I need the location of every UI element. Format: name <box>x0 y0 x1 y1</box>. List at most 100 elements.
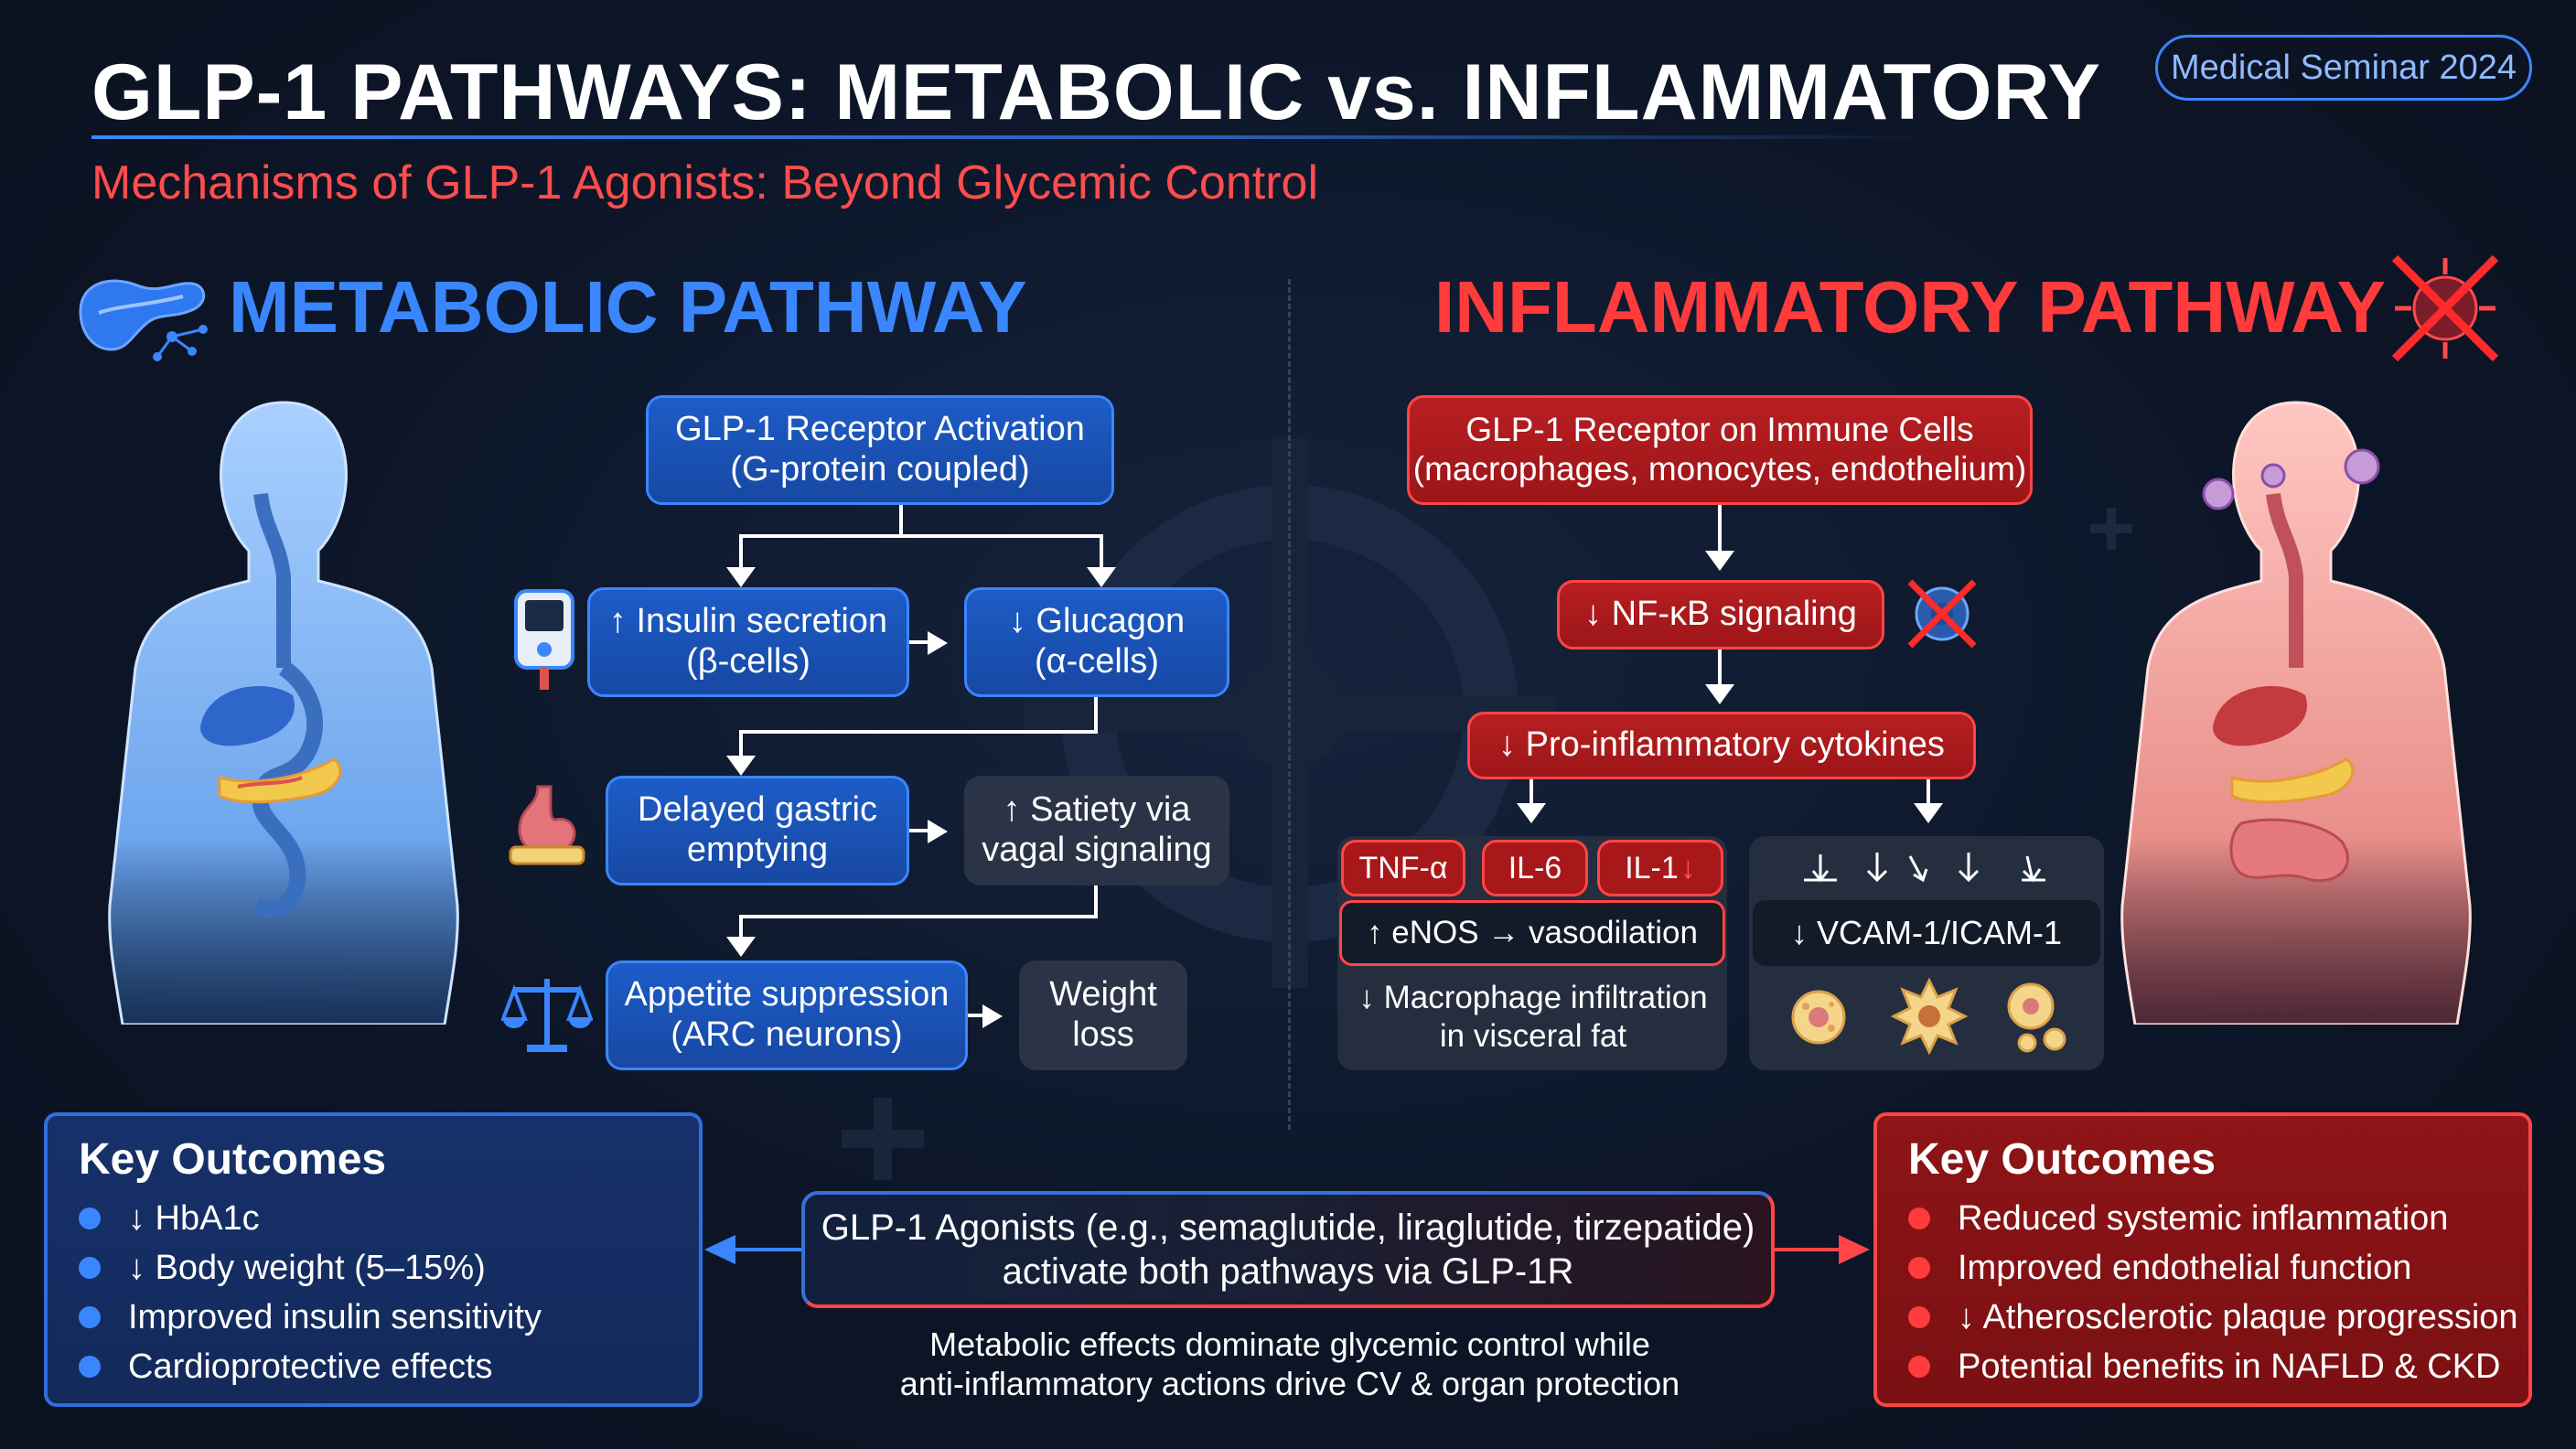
summary-note-line: anti-inflammatory actions drive CV & org… <box>899 1365 1680 1403</box>
connector-line <box>1094 886 1098 918</box>
background-plus-decoration <box>842 1098 924 1180</box>
agonists-text: GLP-1 Agonists (e.g., semaglutide, lirag… <box>821 1208 1755 1248</box>
glucagon-text: ↓ Glucagon <box>1008 602 1186 641</box>
gastric-emptying-subtext: emptying <box>686 831 829 869</box>
connector-line <box>1718 649 1722 688</box>
immune-receptor-subtext: (macrophages, monocytes, endothelium) <box>1412 450 2027 488</box>
glucagon-box: ↓ Glucagon (α-cells) <box>964 587 1229 697</box>
arrow-right-icon <box>928 631 948 655</box>
macrophage-cell-icon <box>1791 990 1846 1045</box>
connector-line <box>899 505 903 536</box>
insulin-secretion-subtext: (β-cells) <box>686 642 810 681</box>
outcome-text: Cardioprotective effects <box>128 1347 493 1386</box>
appetite-suppression-subtext: (ARC neurons) <box>671 1015 903 1054</box>
glucose-meter-icon <box>514 589 574 690</box>
connector-line <box>968 1014 986 1017</box>
metabolic-heading: METABOLIC PATHWAY <box>229 266 1027 348</box>
satiety-text: ↑ Satiety via <box>1003 790 1191 830</box>
stomach-icon <box>509 785 585 865</box>
tnf-alpha-badge: TNF-α <box>1341 840 1465 896</box>
arrow-down-icon <box>726 567 756 587</box>
bullet-dot <box>1908 1257 1930 1279</box>
outcomes-title: Key Outcomes <box>1908 1135 2216 1184</box>
connector-line <box>739 730 743 761</box>
connector-line <box>1927 779 1930 807</box>
insulin-secretion-text: ↑ Insulin secretion <box>608 602 888 641</box>
center-divider <box>1288 279 1291 1130</box>
cytokines-text: ↓ Pro-inflammatory cytokines <box>1498 725 1945 765</box>
outcome-text: Reduced systemic inflammation <box>1958 1198 2449 1238</box>
bullet-dot <box>1908 1208 1930 1229</box>
agonists-box: GLP-1 Agonists (e.g., semaglutide, lirag… <box>801 1191 1775 1308</box>
outcome-item: Cardioprotective effects <box>79 1342 699 1391</box>
il1-badge: IL-1 ↓ <box>1597 840 1723 896</box>
title-underline <box>91 135 1939 139</box>
arrow-down-icon <box>1705 551 1734 571</box>
satiety-subtext: vagal signaling <box>982 831 1212 869</box>
arrow-right-icon <box>1839 1235 1870 1264</box>
background-plus-decoration <box>2090 508 2132 550</box>
connector-line <box>1100 534 1103 571</box>
summary-note: Metabolic effects dominate glycemic cont… <box>805 1325 1775 1403</box>
bullet-dot <box>1908 1356 1930 1378</box>
outcomes-title: Key Outcomes <box>79 1135 387 1184</box>
metabolic-outcomes-panel: Key Outcomes ↓ HbA1c ↓ Body weight (5–15… <box>44 1112 703 1407</box>
bullet-dot <box>1908 1306 1930 1328</box>
seminar-badge: Medical Seminar 2024 <box>2155 35 2532 101</box>
outcome-text: ↓ Atherosclerotic plaque progression <box>1958 1297 2518 1336</box>
arrow-down-icon <box>1517 803 1546 823</box>
connector-line <box>1718 505 1722 554</box>
connector-line <box>739 915 1098 918</box>
crossed-virus-icon <box>2391 254 2499 362</box>
red-body-illustration <box>2120 401 2472 1025</box>
crossed-cell-icon <box>1907 579 1977 649</box>
page-subtitle: Mechanisms of GLP-1 Agonists: Beyond Gly… <box>91 156 1319 209</box>
summary-note-line: Metabolic effects dominate glycemic cont… <box>929 1326 1650 1363</box>
cytokines-box: ↓ Pro-inflammatory cytokines <box>1467 712 1976 779</box>
receptor-activation-subtext: (G-protein coupled) <box>730 450 1030 488</box>
dividing-cell-icon <box>2007 982 2066 1053</box>
gastric-emptying-box: Delayed gastric emptying <box>606 776 909 886</box>
weight-loss-box: Weight loss <box>1019 961 1187 1070</box>
appetite-suppression-text: Appetite suppression <box>624 975 950 1014</box>
arrow-down-icon <box>1087 567 1116 587</box>
connector-line <box>1094 697 1098 734</box>
il6-text: IL-6 <box>1508 850 1562 886</box>
il1-text: IL-1 <box>1625 850 1679 886</box>
immune-receptor-box: GLP-1 Receptor on Immune Cells (macropha… <box>1407 395 2033 505</box>
connector-line <box>1530 779 1533 807</box>
outcome-text: ↓ HbA1c <box>128 1198 260 1238</box>
appetite-suppression-box: Appetite suppression (ARC neurons) <box>606 961 968 1070</box>
macrophage-text: ↓ Macrophage infiltration <box>1358 980 1708 1015</box>
weight-loss-subtext: loss <box>1072 1015 1134 1054</box>
weight-loss-text: Weight <box>1049 975 1157 1014</box>
enos-text: ↑ eNOS → vasodilation <box>1367 915 1698 950</box>
outcome-item: Reduced systemic inflammation <box>1908 1194 2528 1243</box>
arrow-down-icon <box>1705 684 1734 704</box>
arrow-left-icon <box>704 1235 735 1264</box>
outcome-item: ↓ Body weight (5–15%) <box>79 1243 699 1293</box>
scale-icon <box>501 979 593 1052</box>
connector-line <box>739 915 743 942</box>
connector-line <box>739 534 743 571</box>
tnf-alpha-text: TNF-α <box>1358 850 1448 886</box>
outcome-text: Improved endothelial function <box>1958 1248 2412 1287</box>
connector-line <box>739 730 1098 734</box>
down-arrow-icon: ↓ <box>1680 850 1696 886</box>
outcome-text: Improved insulin sensitivity <box>128 1297 542 1336</box>
connector-line <box>909 829 931 832</box>
bullet-dot <box>79 1208 101 1229</box>
immune-receptor-text: GLP-1 Receptor on Immune Cells <box>1465 411 1974 449</box>
outcome-text: ↓ Body weight (5–15%) <box>128 1248 486 1287</box>
connector-line <box>739 534 1103 538</box>
vcam-box: ↓ VCAM-1/ICAM-1 <box>1753 900 2100 966</box>
macrophage-subtext: in visceral fat <box>1439 1018 1627 1054</box>
insulin-secretion-box: ↑ Insulin secretion (β-cells) <box>587 587 909 697</box>
il6-badge: IL-6 <box>1482 840 1588 896</box>
arrow-right-icon <box>928 820 948 843</box>
arrow-down-icon <box>1914 803 1943 823</box>
macrophage-text-block: ↓ Macrophage infiltration in visceral fa… <box>1341 979 1725 1056</box>
inflammatory-heading: INFLAMMATORY PATHWAY <box>1434 266 2386 348</box>
receptor-activation-text: GLP-1 Receptor Activation <box>675 410 1085 449</box>
agonists-subtext: activate both pathways via GLP-1R <box>1002 1251 1574 1292</box>
